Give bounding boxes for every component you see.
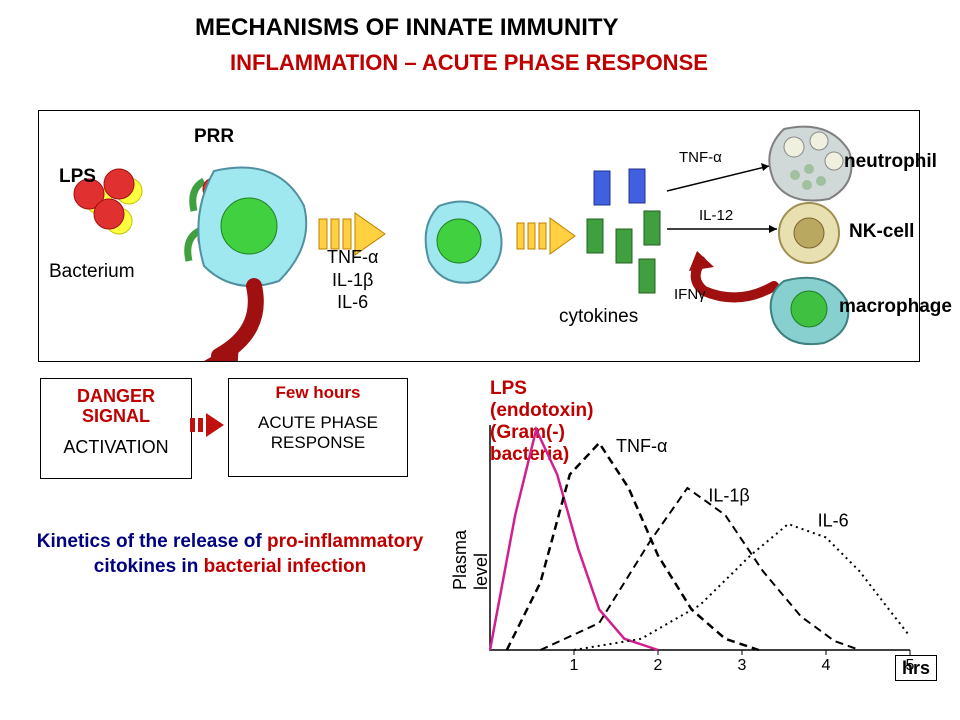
svg-text:2: 2 [654, 657, 663, 674]
macrophage-label: macrophage [839, 296, 952, 318]
svg-text:4: 4 [822, 657, 831, 674]
subtitle-text: INFLAMMATION – ACUTE PHASE RESPONSE [230, 50, 708, 75]
il6-label: IL-6 [337, 292, 368, 312]
chart-xlabel: hrs [895, 655, 937, 681]
neutrophil-label: neutrophil [844, 151, 937, 173]
kin-em1: pro-inflammatory [267, 531, 423, 552]
pathway-ifng-label: IFNγ [674, 286, 706, 303]
prr-label: PRR [194, 126, 234, 148]
macrophage-icon [771, 278, 849, 344]
tnfa-label: TNF-α [327, 247, 378, 267]
chart-svg: 12345TNF-αIL-1βIL-6 [455, 400, 945, 690]
page-title: MECHANISMS OF INNATE IMMUNITY [195, 14, 619, 42]
il1b-label: IL-1β [332, 270, 373, 290]
curve-lps [490, 430, 658, 651]
pathway-il12-label: IL-12 [699, 207, 733, 224]
apr-box: Few hours ACUTE PHASE RESPONSE [228, 378, 408, 477]
curve-label-il1b: IL-1β [708, 486, 749, 506]
danger-arrow-icon [204, 286, 256, 361]
curve-il1b [540, 488, 859, 650]
curve-label-tnfa: TNF-α [616, 436, 667, 456]
apr-line3: RESPONSE [271, 433, 365, 452]
danger-line3: ACTIVATION [63, 437, 168, 457]
curve-label-il6: IL-6 [818, 510, 849, 530]
neutrophil-icon [769, 127, 851, 201]
nkcell-icon [779, 203, 839, 263]
bacterium-label: Bacterium [49, 261, 135, 283]
title-text: MECHANISMS OF INNATE IMMUNITY [195, 14, 619, 41]
kin-em2: bacterial infection [204, 556, 367, 577]
diagram-svg [39, 111, 919, 361]
lps-label: LPS [59, 166, 96, 188]
pathway-tnfa-label: TNF-α [679, 149, 722, 166]
small-red-arrow-icon [190, 410, 230, 440]
small-cell1-icon [426, 202, 502, 283]
danger-line1: DANGER [77, 386, 155, 406]
apr-line1: Few hours [275, 383, 360, 402]
page-subtitle: INFLAMMATION – ACUTE PHASE RESPONSE [230, 50, 708, 76]
curve-il6 [574, 524, 910, 650]
arrow2-icon [517, 218, 575, 254]
apr-line2: ACUTE PHASE [258, 413, 378, 432]
kinetics-text: Kinetics of the release of pro-inflammat… [35, 530, 425, 579]
nkcell-label: NK-cell [849, 221, 914, 243]
diagram-panel: LPS Bacterium PRR TNF-α IL-1β IL-6 cytok… [38, 110, 920, 362]
kin-mid: citokines in [94, 556, 204, 577]
danger-line2: SIGNAL [82, 406, 150, 426]
svg-text:1: 1 [570, 657, 579, 674]
cytokines-label: cytokines [559, 306, 638, 328]
curve-tnfa [507, 443, 759, 650]
cytokines-icon [587, 169, 660, 293]
kin-prefix: Kinetics of the release of [37, 531, 267, 552]
cytokine-names: TNF-α IL-1β IL-6 [327, 246, 378, 314]
prr-cell-icon [188, 168, 306, 286]
danger-box: DANGER SIGNAL ACTIVATION [40, 378, 192, 479]
svg-text:3: 3 [738, 657, 747, 674]
